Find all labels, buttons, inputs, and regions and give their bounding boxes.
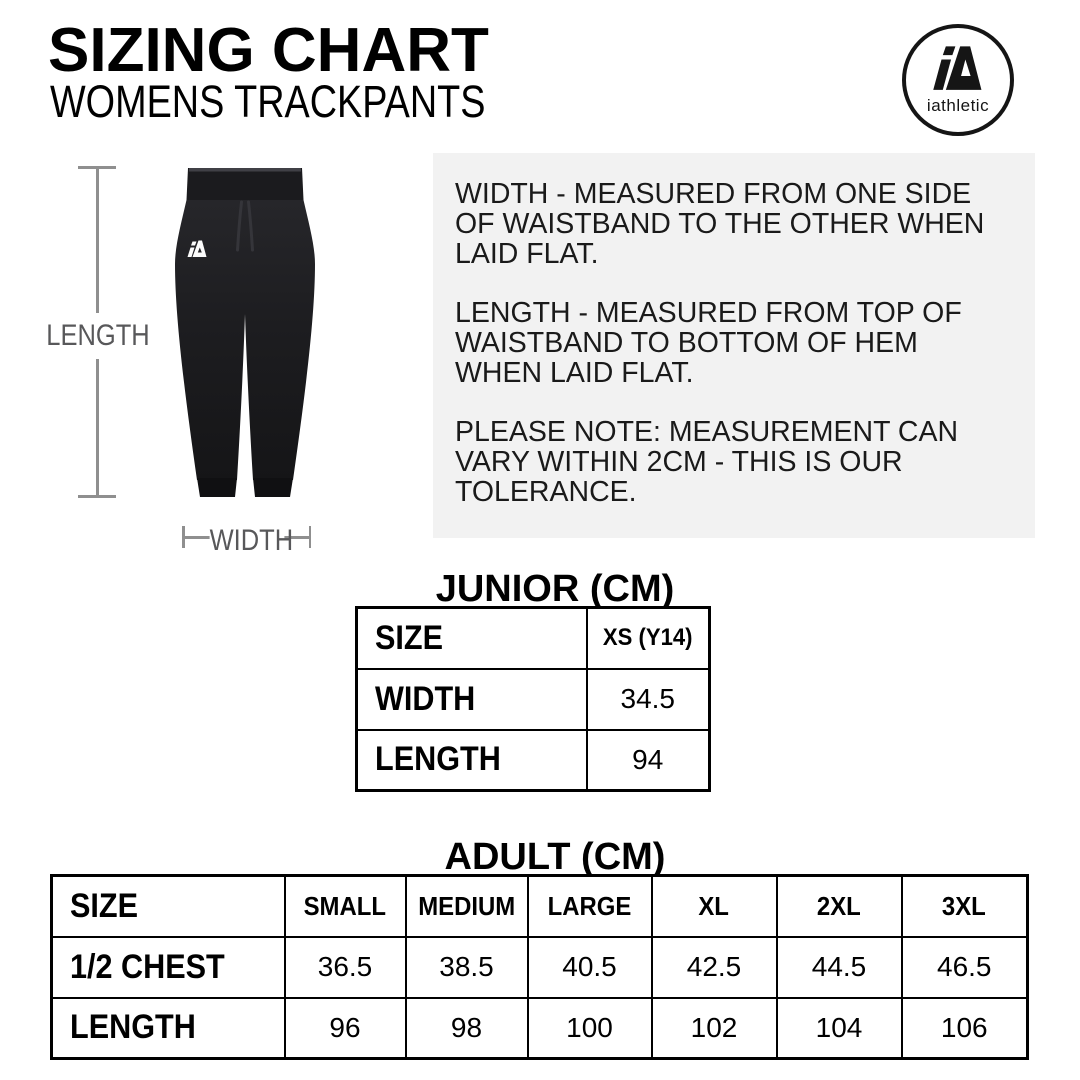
width-label: WIDTH: [209, 518, 293, 564]
row-label: LENGTH: [375, 740, 501, 779]
row-label: SIZE: [70, 886, 139, 925]
adult-size-label-cell: SIZE: [50, 874, 286, 938]
table-row: LENGTH 94: [355, 728, 711, 792]
column-header-3xl: 3XL: [900, 874, 1029, 938]
info-line: LAID FLAT.: [455, 238, 599, 270]
pants-right-cuff: [253, 478, 293, 497]
column-header-2xl: 2XL: [775, 874, 903, 938]
table-header-row: SIZE SMALL MEDIUM LARGE XL 2XL 3XL: [50, 874, 1029, 938]
info-line: TOLERANCE.: [455, 476, 637, 508]
row-label: WIDTH: [375, 679, 476, 718]
pants-left-cuff: [197, 478, 237, 497]
info-line: WHEN LAID FLAT.: [455, 357, 694, 389]
info-line: VARY WITHIN 2CM - THIS IS OUR: [455, 446, 903, 478]
junior-length-value-cell: 94: [585, 728, 711, 792]
table-cell: 96: [283, 996, 407, 1060]
column-header-text: LARGE: [547, 890, 632, 921]
column-header-large: LARGE: [526, 874, 653, 938]
pants-ia-logo-icon: [187, 240, 207, 257]
column-header-text: 2XL: [817, 890, 861, 921]
table-row: LENGTH 96 98 100 102 104 106: [50, 996, 1029, 1060]
row-label: 1/2 CHEST: [70, 947, 225, 986]
table-row: 1/2 CHEST 36.5 38.5 40.5 42.5 44.5 46.5: [50, 935, 1029, 999]
junior-width-label-cell: WIDTH: [355, 667, 588, 731]
table-row: WIDTH 34.5: [355, 667, 711, 731]
table-cell: 36.5: [283, 935, 407, 999]
width-cap-left: [182, 526, 185, 548]
ia-monogram-icon: [933, 46, 982, 90]
brand-logo-text: iathletic: [926, 96, 990, 115]
table-cell: 38.5: [404, 935, 529, 999]
pants-waistband: [186, 168, 304, 200]
info-paragraph-note: PLEASE NOTE: MEASUREMENT CAN VARY WITHIN…: [455, 417, 1035, 507]
size-value: XS (Y14): [602, 624, 693, 652]
measurement-info-box: WIDTH - MEASURED FROM ONE SIDE OF WAISTB…: [433, 153, 1035, 538]
info-line: WAISTBAND TO BOTTOM OF HEM: [455, 327, 918, 359]
length-label: LENGTH: [45, 313, 151, 359]
info-line: OF WAISTBAND TO THE OTHER WHEN: [455, 208, 985, 240]
width-cap-right: [308, 526, 311, 548]
table-cell: 44.5: [775, 935, 903, 999]
page-subtitle: WOMENS TRACKPANTS: [50, 76, 486, 127]
adult-section-title: ADULT (CM): [444, 836, 666, 878]
brand-logo: iathletic: [902, 24, 1014, 136]
table-cell: 104: [775, 996, 903, 1060]
info-line: PLEASE NOTE: MEASUREMENT CAN: [455, 416, 959, 448]
trackpants-image: [175, 168, 315, 497]
drawstring-right-icon: [247, 200, 254, 252]
column-header-text: 3XL: [942, 890, 987, 921]
table-cell: 40.5: [526, 935, 653, 999]
column-header-medium: MEDIUM: [404, 874, 529, 938]
info-paragraph-length: LENGTH - MEASURED FROM TOP OF WAISTBAND …: [455, 298, 1035, 388]
info-paragraph-width: WIDTH - MEASURED FROM ONE SIDE OF WAISTB…: [455, 179, 1035, 269]
column-header-text: MEDIUM: [417, 890, 516, 921]
adult-chest-label-cell: 1/2 CHEST: [50, 935, 286, 999]
junior-size-value-cell: XS (Y14): [585, 606, 711, 670]
adult-length-label-cell: LENGTH: [50, 996, 286, 1060]
table-row: SIZE XS (Y14): [355, 606, 711, 670]
drawstring-left-icon: [236, 200, 243, 252]
junior-section-title: JUNIOR (CM): [435, 568, 675, 610]
info-line: WIDTH - MEASURED FROM ONE SIDE: [455, 178, 972, 210]
info-line: LENGTH - MEASURED FROM TOP OF: [455, 297, 962, 329]
junior-width-value-cell: 34.5: [585, 667, 711, 731]
table-cell: 98: [404, 996, 529, 1060]
page-title: SIZING CHART: [48, 16, 489, 85]
junior-size-label-cell: SIZE: [355, 606, 588, 670]
table-cell: 102: [650, 996, 778, 1060]
column-header-text: SMALL: [303, 890, 387, 921]
row-label: LENGTH: [70, 1008, 196, 1047]
column-header-text: XL: [698, 890, 730, 921]
row-label: SIZE: [375, 618, 444, 657]
junior-table: SIZE XS (Y14) WIDTH 34.5 LENGTH 94: [355, 606, 711, 792]
column-header-xl: XL: [650, 874, 778, 938]
waistband-highlight: [189, 168, 301, 172]
length-cap-bottom: [78, 495, 116, 498]
table-cell: 100: [526, 996, 653, 1060]
table-cell: 106: [900, 996, 1029, 1060]
table-cell: 46.5: [900, 935, 1029, 999]
pants-body: [175, 200, 315, 480]
junior-length-label-cell: LENGTH: [355, 728, 588, 792]
column-header-small: SMALL: [283, 874, 407, 938]
table-cell: 42.5: [650, 935, 778, 999]
adult-table: SIZE SMALL MEDIUM LARGE XL 2XL 3XL 1/2 C…: [50, 874, 1029, 1060]
